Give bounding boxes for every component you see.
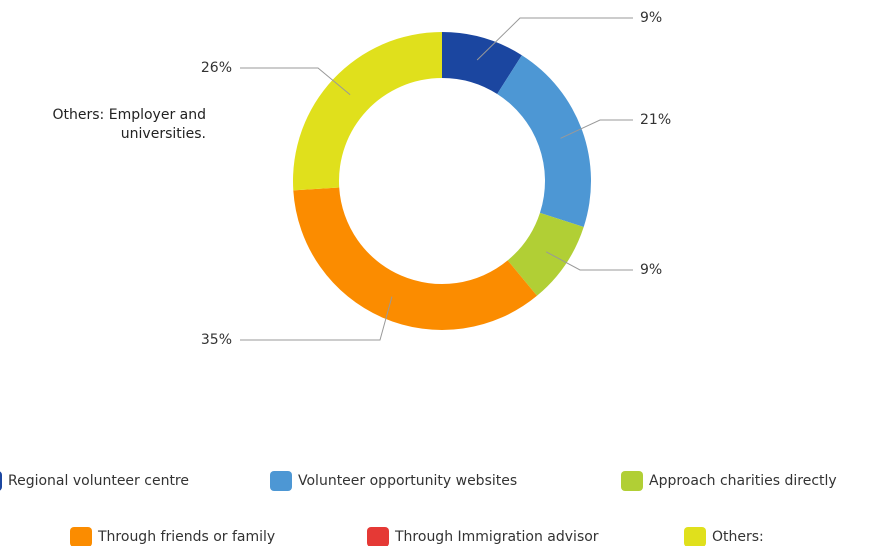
annotation: Others: Employer and universities. — [52, 107, 206, 142]
data-label: 9% — [640, 10, 662, 26]
leader-line — [240, 67, 351, 96]
legend-swatch — [684, 527, 706, 546]
donut-slice — [293, 187, 537, 331]
leader-line — [476, 17, 633, 61]
donut-slice — [293, 32, 442, 191]
legend-swatch — [70, 527, 92, 546]
legend-label: Through friends or family — [97, 529, 275, 545]
leader-line — [545, 251, 633, 271]
data-label: 21% — [640, 112, 671, 128]
legend-label: Regional volunteer centre — [8, 473, 189, 489]
donut-slice — [507, 212, 584, 296]
data-label: 26% — [201, 60, 232, 76]
leader-line — [240, 296, 393, 341]
legend-swatch — [270, 471, 292, 491]
donut-slice — [497, 55, 591, 228]
data-label: 35% — [201, 332, 232, 348]
leader-line — [560, 119, 633, 139]
legend-label: Approach charities directly — [649, 473, 837, 489]
legend-swatch — [621, 471, 643, 491]
data-label: 9% — [640, 262, 662, 278]
legend-label: Through Immigration advisor — [394, 529, 599, 545]
legend-swatch — [0, 471, 2, 491]
donut-slice — [442, 32, 522, 95]
legend-label: Others: — [712, 529, 764, 545]
legend-swatch — [367, 527, 389, 546]
legend-label: Volunteer opportunity websites — [298, 473, 517, 489]
